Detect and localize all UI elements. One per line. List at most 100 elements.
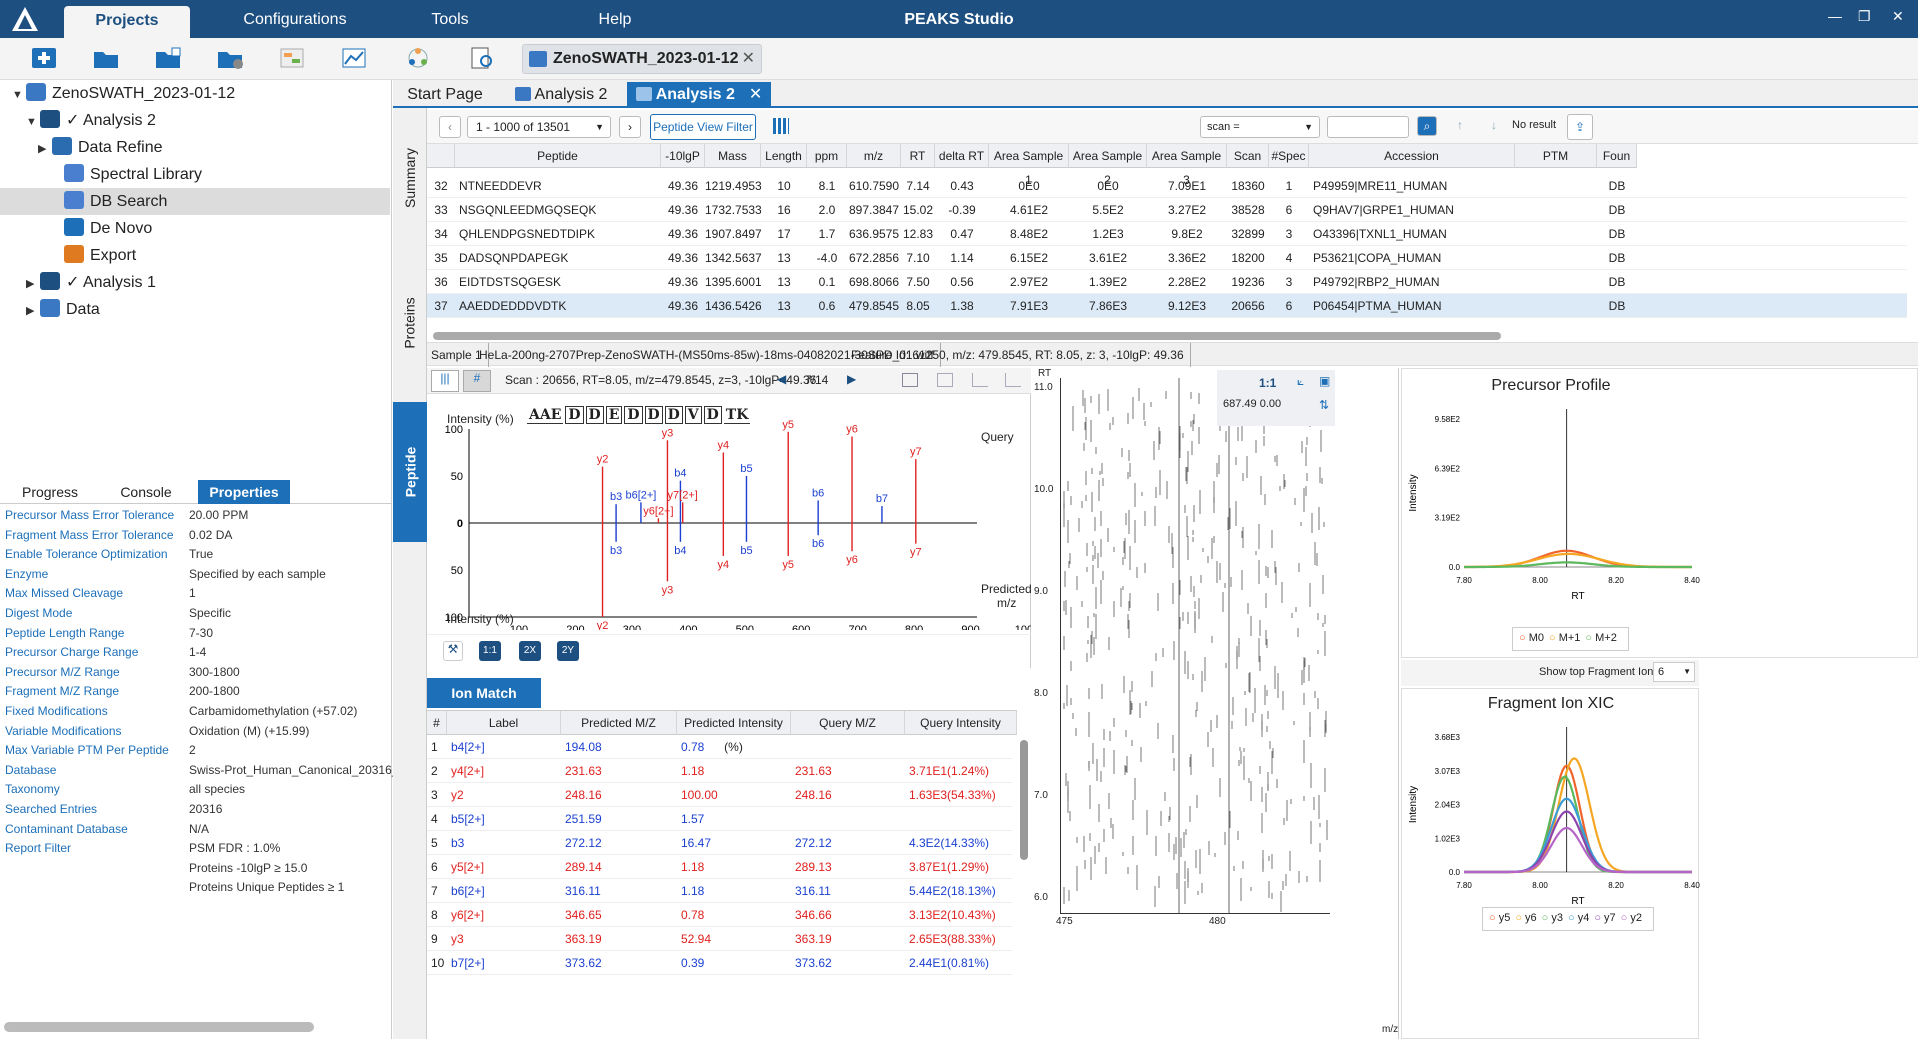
annotate-icon[interactable] [902,373,918,387]
sequence-residue[interactable]: AAE [527,407,564,424]
tree-item-data-refine[interactable]: ▶ Data Refine [0,134,390,161]
column-header[interactable]: Scan [1227,144,1269,168]
import-folder-icon[interactable] [216,46,244,70]
menu-tools[interactable]: Tools [431,11,469,28]
column-header[interactable]: Label [447,711,561,735]
expand-icon[interactable]: ▼ [12,89,23,101]
peptide-view-filter-button[interactable]: Peptide View Filter [650,114,756,140]
tree-item-zenoswath-2023-01-12[interactable]: ▼ ZenoSWATH_2023-01-12 [0,80,390,107]
legend-item[interactable]: ○ y7 [1594,912,1615,924]
column-header[interactable]: Area Sample 1 [989,144,1069,187]
tree-item-db-search[interactable]: DB Search [0,188,390,215]
collapse-icon[interactable]: ▶ [26,305,35,317]
table-row[interactable]: 37 AAEDDEDDDVDTK 49.36 1436.5426 13 0.6 479.85… [427,294,1907,318]
sequence-residue[interactable]: D [565,406,584,424]
column-header[interactable]: ppm [807,144,847,168]
column-header[interactable]: Area Sample 3 [1147,144,1227,187]
column-header[interactable]: m/z [847,144,901,168]
filter-icon[interactable]: ⇅ [1319,398,1330,412]
ion-table-scrollbar[interactable] [1020,740,1028,860]
table-row[interactable]: 33 NSGQNLEEDMGQSEQK 49.36 1732.7533 16 2.0 897… [427,198,1907,222]
close-tab-icon[interactable]: ✕ [741,50,755,67]
table-row[interactable]: 2 y4[2+] 231.63 1.18 231.63 3.71E1(1.24%) [427,759,1012,783]
column-header[interactable]: RT [901,144,935,168]
legend-item[interactable]: ○ M+2 [1585,632,1616,644]
sequence-residue[interactable]: D [703,406,722,424]
next-result-icon[interactable]: ↓ [1491,118,1497,132]
tab-start-page[interactable]: Start Page [407,86,483,103]
tab-peptide[interactable]: Peptide [393,402,427,542]
open-folder-icon[interactable] [92,46,120,70]
restore-icon[interactable]: ❐ [1858,8,1871,24]
sequence-residue[interactable]: D [664,406,683,424]
zoom-1-1-button[interactable]: 1:1 [479,641,501,661]
menu-configurations[interactable]: Configurations [243,11,347,28]
table-row[interactable]: 6 y5[2+] 289.14 1.18 289.13 3.87E1(1.29%) [427,855,1012,879]
save-image-icon[interactable]: ▣ [1319,374,1331,388]
legend-item[interactable]: ○ y3 [1542,912,1563,924]
previous-result-icon[interactable]: ↑ [1457,118,1463,132]
table-row[interactable]: 32 NTNEEDDEVR 49.36 1219.4953 10 8.1 610.7590 7… [427,174,1907,198]
mirror-icon[interactable] [972,373,988,387]
tab-analysis-2[interactable]: Analysis 2 [505,82,617,108]
sequence-residue[interactable]: D [624,406,643,424]
next-scan-icon[interactable]: ▶ [847,372,857,386]
legend-item[interactable]: ○ y5 [1489,912,1510,924]
column-header[interactable]: Predicted M/Z [561,711,677,735]
column-header[interactable]: Foun [1597,144,1637,168]
legend-item[interactable]: ○ y6 [1515,912,1536,924]
column-header[interactable]: Length [761,144,807,168]
feature-label[interactable]: Feature Id: 61250, m/z: 479.8545, RT: 8.… [851,343,1191,367]
table-row[interactable]: 3 y2 248.16 100.00 248.16 1.63E3(54.33%) [427,783,1012,807]
column-header[interactable]: Predicted Intensity (%) [677,711,791,754]
sequence-residue[interactable]: V [684,406,702,424]
report-search-icon[interactable] [468,46,496,70]
scan-query-select[interactable]: scan = ▼ [1200,116,1320,138]
prev-page-button[interactable]: ‹ [439,116,461,138]
expand-icon[interactable]: ▼ [26,116,37,128]
minimize-icon[interactable]: — [1828,8,1842,24]
sample-label[interactable]: Sample 1 [431,343,489,367]
table-row[interactable]: 5 b3 272.12 16.47 272.12 4.3E2(14.33%) [427,831,1012,855]
search-input[interactable] [1327,116,1409,138]
column-header[interactable]: PTM [1515,144,1597,168]
sequence-residue[interactable]: D [644,406,663,424]
table-row[interactable]: 8 y6[2+] 346.65 0.78 346.66 3.13E2(10.43%) [427,903,1012,927]
tree-item-de-novo[interactable]: De Novo [0,215,390,242]
column-header[interactable]: Accession [1309,144,1515,168]
table-row[interactable]: 9 y3 363.19 52.94 363.19 2.65E3(88.33%) [427,927,1012,951]
menu-projects[interactable]: Projects [64,6,190,38]
table-row[interactable]: 7 b6[2+] 316.11 1.18 316.11 5.44E2(18.13%) [427,879,1012,903]
collapse-icon[interactable]: ▶ [38,143,47,155]
export-button[interactable]: ⇪ [1567,114,1593,140]
table-scrollbar[interactable] [433,332,1501,340]
legend-item[interactable]: ○ M0 [1519,632,1544,644]
add-data-icon[interactable] [154,46,182,70]
map-zoom-label[interactable]: 1:1 [1259,376,1277,390]
table-row[interactable]: 10 b7[2+] 373.62 0.39 373.62 2.44E1(0.81%) [427,951,1012,975]
legend-item[interactable]: ○ M+1 [1549,632,1580,644]
next-page-button[interactable]: › [619,116,641,138]
column-header[interactable]: #Spec [1269,144,1309,168]
axis-icon[interactable]: ⟀ [1297,374,1305,388]
column-header[interactable]: Mass [705,144,761,168]
column-header[interactable]: Peptide [455,144,661,168]
sequence-residue[interactable]: D [585,406,604,424]
tab-progress[interactable]: Progress [21,484,79,500]
close-tab-icon[interactable]: ✕ [748,86,763,103]
column-header[interactable]: delta RT [935,144,989,168]
tab-console[interactable]: Console [120,484,172,500]
zoom-2y-button[interactable]: 2Y [557,641,579,661]
table-settings-icon[interactable] [773,118,789,134]
prev-scan-icon[interactable]: ◀ [777,372,787,386]
search-button[interactable]: ⌕ [1417,116,1437,136]
legend-item[interactable]: ○ y2 [1621,912,1642,924]
fragment-ions-select[interactable]: 6 ▼ [1653,662,1695,682]
horizontal-scrollbar[interactable] [4,1022,314,1032]
column-header[interactable]: -10lgP [661,144,705,168]
menu-help[interactable]: Help [598,11,632,28]
column-header[interactable]: # [427,711,447,735]
wrench-icon[interactable]: ⚒ [443,641,463,661]
close-icon[interactable]: ✕ [1892,8,1904,24]
project-tab[interactable]: ZenoSWATH_2023-01-12 ✕ [522,44,762,74]
